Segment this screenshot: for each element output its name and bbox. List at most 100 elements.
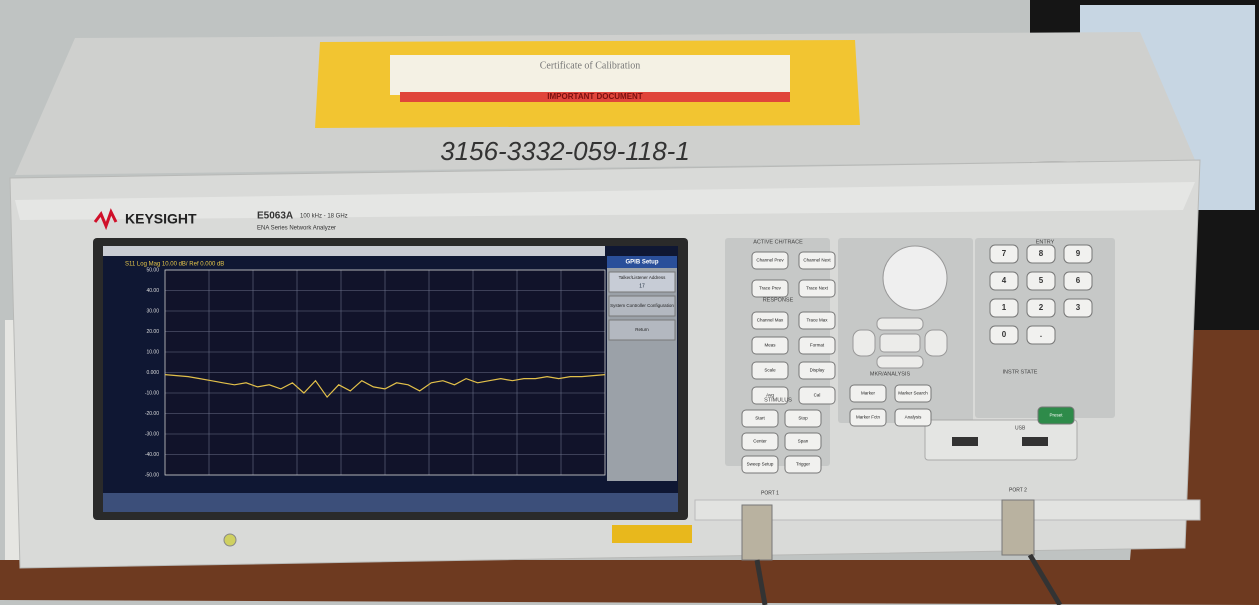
- key[interactable]: [751, 279, 789, 298]
- arrow-left[interactable]: [852, 329, 876, 357]
- keypad-key[interactable]: [1063, 244, 1093, 264]
- usb-label: USB: [1015, 425, 1026, 431]
- keypad-label: 7: [1002, 249, 1007, 258]
- key-label: Trace Max: [806, 318, 828, 323]
- port-label: PORT 2: [1009, 487, 1027, 493]
- key[interactable]: [894, 408, 932, 427]
- key[interactable]: [849, 408, 887, 427]
- cable: [754, 559, 768, 605]
- entry-title: ENTRY: [1036, 239, 1055, 245]
- key[interactable]: [798, 279, 836, 298]
- softkey[interactable]: [608, 295, 676, 317]
- y-tick-label: 0.000: [146, 370, 159, 376]
- key[interactable]: [798, 336, 836, 355]
- keypad-key[interactable]: [1063, 298, 1093, 318]
- keypad-key[interactable]: [1026, 244, 1056, 264]
- softkey-label: System Controller Configuration: [610, 303, 674, 308]
- key[interactable]: [751, 311, 789, 330]
- key[interactable]: [1037, 406, 1075, 425]
- key-label: Channel Next: [803, 258, 831, 263]
- enter-key[interactable]: [879, 333, 921, 353]
- key[interactable]: [798, 386, 836, 405]
- key-label: Stop: [798, 416, 808, 421]
- keypad-key[interactable]: [989, 271, 1019, 291]
- knob[interactable]: [882, 245, 948, 311]
- group-title: RESPONSE: [763, 297, 794, 303]
- port-connector: [741, 504, 773, 561]
- y-tick-label: 50.00: [146, 267, 159, 273]
- power-button[interactable]: [223, 533, 237, 547]
- port-connector: [1001, 499, 1035, 556]
- key-label: Sweep Setup: [747, 462, 774, 467]
- key[interactable]: [751, 336, 789, 355]
- arrow-right[interactable]: [924, 329, 948, 357]
- softkey[interactable]: [608, 271, 676, 293]
- keypad-label: 3: [1076, 303, 1081, 312]
- handwritten-id: 3156-3332-059-118-1: [440, 136, 690, 166]
- key[interactable]: [784, 432, 822, 451]
- keypad-key[interactable]: [1026, 271, 1056, 291]
- key[interactable]: [894, 384, 932, 403]
- key-label: Channel Prev: [756, 258, 784, 263]
- key[interactable]: [751, 251, 789, 270]
- keypad-key[interactable]: [989, 298, 1019, 318]
- softkey[interactable]: [608, 319, 676, 341]
- key-label: Trace Prev: [759, 286, 782, 291]
- key-label: Span: [798, 439, 809, 444]
- key[interactable]: [751, 361, 789, 380]
- series: ENA Series Network Analyzer: [257, 226, 336, 232]
- front-bezel: [15, 182, 1195, 220]
- keypad-label: 2: [1039, 303, 1044, 312]
- key[interactable]: [741, 409, 779, 428]
- y-tick-label: 40.00: [146, 288, 159, 294]
- port-label: PORT 1: [761, 490, 779, 496]
- freq-range: 100 kHz - 18 GHz: [300, 214, 348, 220]
- arrow-down[interactable]: [876, 355, 924, 369]
- envelope-notice: IMPORTANT DOCUMENT: [547, 92, 643, 101]
- key[interactable]: [798, 361, 836, 380]
- key[interactable]: [798, 311, 836, 330]
- key-label: Preset: [1049, 413, 1063, 418]
- key[interactable]: [741, 455, 779, 474]
- keypad-key[interactable]: [1026, 298, 1056, 318]
- key[interactable]: [849, 384, 887, 403]
- brand-name: KEYSIGHT: [125, 211, 197, 227]
- key[interactable]: [784, 409, 822, 428]
- group-title: MKR/ANALYSIS: [870, 371, 911, 377]
- key[interactable]: [798, 251, 836, 270]
- keypad-key[interactable]: [1063, 271, 1093, 291]
- keypad-label: 5: [1039, 276, 1044, 285]
- arrow-up[interactable]: [876, 317, 924, 331]
- keypad-label: 8: [1039, 249, 1044, 258]
- y-tick-label: 30.00: [146, 308, 159, 314]
- keypad-label: 9: [1076, 249, 1081, 258]
- softkey-title: GPIB Setup: [625, 260, 658, 266]
- key[interactable]: [741, 432, 779, 451]
- keypad-label: .: [1040, 330, 1042, 339]
- key[interactable]: [784, 455, 822, 474]
- key[interactable]: [751, 386, 789, 405]
- group-title: ACTIVE CH/TRACE: [753, 239, 803, 245]
- envelope-title: Certificate of Calibration: [540, 60, 641, 71]
- keypad-label: 6: [1076, 276, 1081, 285]
- usb-panel: [924, 419, 1078, 461]
- warning-label: [612, 525, 692, 543]
- keypad-key[interactable]: [1026, 325, 1056, 345]
- key-label: Meas: [764, 343, 776, 348]
- key-label: Marker: [861, 391, 876, 396]
- key-label: Avg: [766, 393, 774, 398]
- envelope-window: [390, 55, 790, 95]
- y-tick-label: 10.00: [146, 349, 159, 355]
- trace-label: S11 Log Mag 10.00 dB/ Ref 0.000 dB: [125, 262, 224, 268]
- keypad-key[interactable]: [989, 244, 1019, 264]
- group-title: STIMULUS: [764, 397, 792, 403]
- y-tick-label: -50.00: [145, 472, 159, 478]
- keypad-key[interactable]: [989, 325, 1019, 345]
- usb-port: [952, 437, 978, 446]
- softkey-value: 17: [639, 283, 645, 289]
- y-tick-label: -30.00: [145, 431, 159, 437]
- key-label: Marker Fctn: [856, 415, 881, 420]
- key-label: Analysis: [905, 415, 923, 420]
- keypad-label: 4: [1002, 276, 1007, 285]
